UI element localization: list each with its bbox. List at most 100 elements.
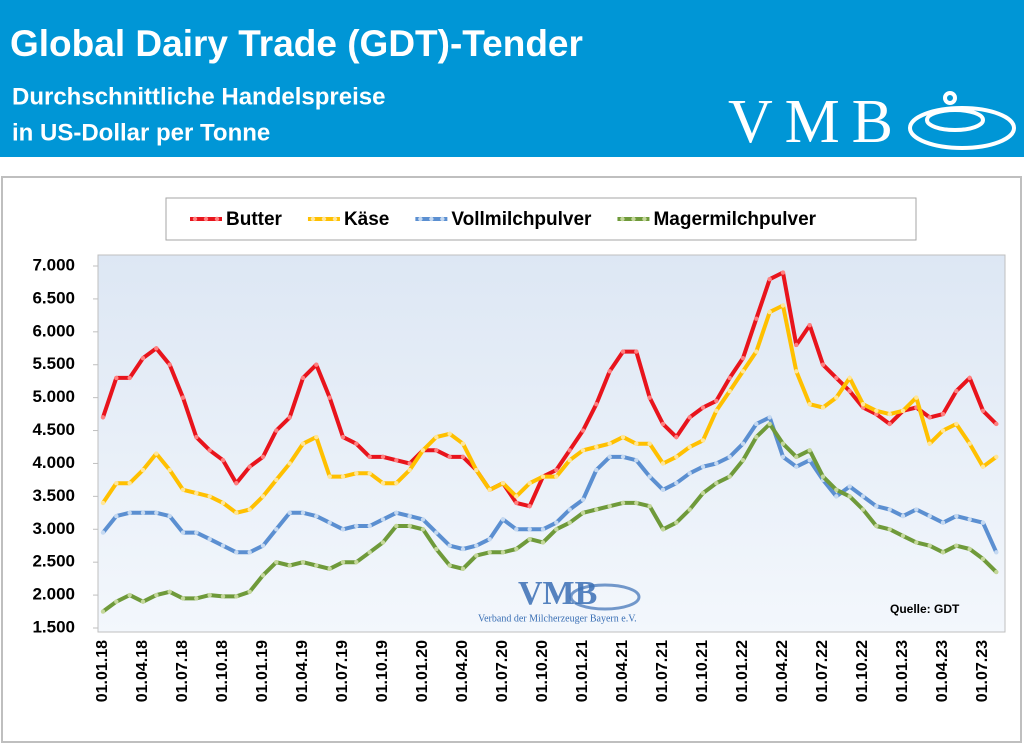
data-point — [234, 594, 239, 599]
legend-box — [165, 197, 917, 241]
data-point — [220, 457, 226, 463]
y-tick-label: 2.500 — [32, 552, 75, 571]
data-point — [420, 448, 426, 453]
data-point — [874, 408, 879, 413]
data-point — [927, 543, 932, 548]
x-tick-label: 01.07.19 — [334, 640, 351, 702]
data-point — [740, 369, 746, 374]
data-point — [900, 513, 906, 519]
data-point — [114, 513, 119, 519]
x-tick-label: 01.04.19 — [294, 640, 311, 702]
data-point — [447, 431, 452, 437]
data-point — [274, 527, 279, 532]
data-point — [567, 507, 572, 512]
data-point — [234, 481, 239, 486]
data-point — [354, 441, 359, 446]
data-point — [527, 536, 532, 542]
data-point — [887, 527, 892, 532]
data-point — [500, 517, 506, 522]
x-tick-label: 01.10.18 — [214, 640, 231, 702]
data-point — [527, 481, 532, 486]
data-point — [407, 513, 412, 519]
data-point — [354, 471, 359, 476]
watermark-tagline: Verband der Milcherzeuger Bayern e.V. — [478, 613, 637, 624]
data-point — [140, 599, 146, 604]
data-point — [154, 451, 159, 456]
data-point — [767, 276, 772, 282]
data-point — [167, 362, 172, 367]
data-point — [940, 520, 946, 525]
data-point — [580, 510, 586, 516]
data-point — [434, 448, 439, 453]
data-point — [887, 411, 892, 417]
data-point — [847, 388, 852, 394]
data-point — [794, 342, 799, 348]
data-point — [594, 444, 599, 450]
data-point — [394, 457, 399, 463]
data-point — [580, 448, 586, 453]
data-point — [780, 270, 786, 275]
legend-marker — [192, 216, 198, 222]
x-tick-label: 01.07.20 — [494, 640, 511, 702]
header-bar — [0, 0, 1024, 157]
data-point — [967, 441, 972, 446]
data-point — [674, 434, 679, 440]
data-point — [700, 438, 706, 443]
x-tick-label: 01.04.18 — [134, 640, 151, 702]
data-point — [727, 388, 732, 394]
data-point — [207, 592, 212, 598]
y-tick-label: 1.500 — [32, 617, 75, 636]
data-point — [447, 543, 452, 548]
data-point — [794, 464, 799, 469]
data-point — [274, 428, 279, 433]
subtitle: Durchschnittliche Handelspreise — [12, 83, 385, 110]
data-point — [260, 494, 266, 499]
data-point — [927, 441, 932, 446]
data-point — [554, 467, 559, 473]
data-point — [860, 507, 866, 512]
data-point — [474, 543, 479, 548]
title: Global Dairy Trade (GDT)-Tender — [10, 23, 583, 64]
data-point — [274, 477, 279, 483]
legend-marker — [642, 216, 647, 222]
data-point — [487, 550, 492, 555]
x-tick-label: 01.10.20 — [534, 640, 551, 702]
legend-marker — [310, 216, 316, 222]
data-point — [767, 421, 772, 427]
y-tick-label: 7.000 — [32, 255, 75, 274]
data-point — [980, 520, 986, 525]
data-point — [674, 481, 679, 486]
data-point — [260, 573, 266, 578]
data-point — [114, 481, 119, 486]
source-note: Quelle: GDT — [890, 602, 960, 616]
data-point — [514, 546, 519, 552]
data-point — [714, 408, 719, 413]
data-point — [447, 454, 452, 460]
data-point — [407, 461, 412, 466]
data-point — [260, 543, 266, 548]
data-point — [967, 375, 972, 381]
data-point — [554, 520, 559, 525]
data-point — [140, 355, 146, 361]
data-point — [527, 527, 532, 532]
data-point — [327, 520, 332, 525]
series-line — [101, 303, 998, 515]
data-point — [674, 520, 679, 525]
data-point — [567, 520, 572, 525]
data-point — [287, 415, 292, 420]
legend-marker — [620, 216, 625, 222]
data-point — [327, 566, 332, 571]
data-point — [514, 494, 519, 499]
data-point — [954, 543, 959, 548]
data-point — [994, 421, 999, 427]
data-point — [167, 467, 172, 473]
data-point — [154, 346, 159, 351]
data-point — [180, 487, 186, 492]
x-tick-label: 01.01.19 — [254, 640, 271, 702]
data-point — [660, 421, 666, 427]
data-point — [754, 434, 759, 440]
data-point — [314, 434, 319, 440]
data-point — [647, 441, 652, 446]
legend-label: Butter — [226, 209, 283, 230]
